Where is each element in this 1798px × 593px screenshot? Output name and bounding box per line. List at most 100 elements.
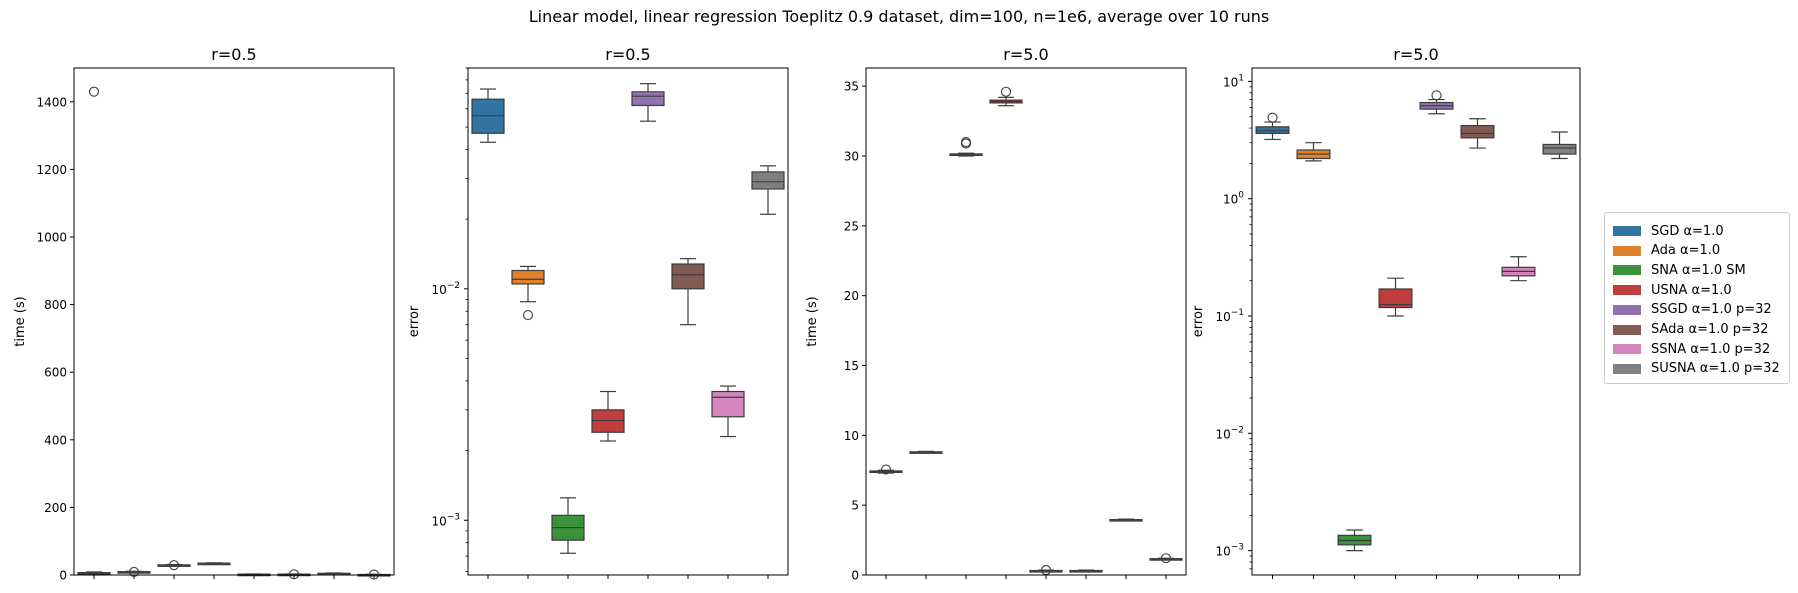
y-tick-label: 400 — [44, 433, 67, 447]
outlier-point — [128, 566, 140, 578]
box-8 — [1542, 131, 1577, 579]
outlier-point — [168, 560, 180, 571]
y-tick-label: 30 — [844, 149, 859, 163]
box-2 — [909, 450, 943, 579]
axes-frame — [865, 67, 1187, 576]
box-7 — [1109, 518, 1143, 579]
y-tick-label: 200 — [44, 501, 67, 515]
legend-item: SAda α=1.0 p=32 — [1613, 321, 1768, 339]
legend-item: SGD α=1.0 — [1613, 222, 1724, 240]
y-tick-label: 10 — [844, 429, 859, 443]
outlier-point — [522, 310, 534, 321]
subplot-1: r=0.5 time (s) 0 200 400 600 800 1000 1200 1400 — [13, 45, 395, 583]
box-1 — [77, 86, 111, 579]
legend-item: Ada α=1.0 — [1613, 242, 1720, 260]
y-tick-label: 1200 — [36, 163, 67, 177]
y-tick-label: 600 — [44, 366, 67, 380]
subplot-title: r=5.0 — [1003, 45, 1048, 64]
legend-swatch — [1613, 363, 1641, 374]
legend-swatch — [1613, 304, 1641, 315]
legend-label: Ada α=1.0 — [1651, 243, 1721, 259]
subplot-4: r=5.0 error 10−3 10−2 10−1 100 101 — [1191, 45, 1581, 579]
subplot-title: r=0.5 — [211, 45, 256, 64]
box-5 — [1419, 90, 1454, 579]
outlier-point — [880, 464, 892, 475]
box-1 — [1255, 112, 1290, 579]
box-5 — [1029, 565, 1063, 579]
legend-swatch — [1613, 285, 1641, 296]
legend-label: SUSNA α=1.0 p=32 — [1651, 361, 1780, 377]
box-1 — [869, 464, 903, 579]
y-tick-label: 10−2 — [1215, 425, 1244, 441]
box-4 — [591, 390, 625, 579]
box-7 — [1501, 256, 1536, 579]
legend-label: USNA α=1.0 — [1651, 282, 1732, 298]
box-body — [711, 390, 745, 418]
box-3 — [157, 560, 191, 579]
subplot-2: r=0.5 error 10−3 10−2 — [407, 45, 789, 579]
legend-item: SSNA α=1.0 p=32 — [1613, 340, 1770, 358]
box-body — [751, 171, 785, 190]
y-tick-label: 0 — [851, 569, 859, 583]
box-2 — [511, 265, 545, 579]
outlier-point — [88, 86, 100, 97]
outlier-point — [1160, 553, 1172, 564]
legend-item: SSGD α=1.0 p=32 — [1613, 301, 1772, 319]
y-tick-label: 10−2 — [431, 281, 460, 297]
box-body — [1460, 124, 1495, 139]
box-8 — [751, 165, 785, 579]
y-tick-label: 20 — [844, 289, 859, 303]
box-body — [671, 263, 705, 290]
box-7 — [711, 385, 745, 579]
y-tick-label: 25 — [844, 219, 859, 233]
legend-swatch — [1613, 245, 1641, 256]
y-tick-label: 10−3 — [431, 512, 460, 528]
y-tick-label: 1000 — [36, 231, 67, 245]
outlier-point — [1000, 86, 1012, 97]
y-axis-label: error — [1191, 305, 1206, 337]
legend-label: SSNA α=1.0 p=32 — [1651, 341, 1771, 357]
figure-title: Linear model, linear regression Toeplitz… — [528, 7, 1270, 26]
y-tick-label: 0 — [59, 569, 67, 583]
box-3 — [1337, 529, 1372, 579]
legend-swatch — [1613, 265, 1641, 276]
outlier-point — [1267, 112, 1278, 123]
box-body — [1542, 143, 1577, 155]
axes-frame — [1251, 67, 1581, 576]
box-3 — [949, 136, 983, 579]
axes-frame — [467, 67, 789, 576]
box-4 — [1378, 277, 1413, 579]
y-tick-label: 10−1 — [1215, 308, 1244, 324]
y-tick-label: 101 — [1223, 73, 1244, 89]
y-axis-label: error — [407, 305, 422, 337]
y-tick-label: 800 — [44, 298, 67, 312]
box-body — [631, 91, 665, 107]
box-7 — [317, 572, 351, 579]
legend: SGD α=1.0 Ada α=1.0 SNA α=1.0 SM USNA α=1.0… — [1604, 212, 1790, 384]
box-8 — [1149, 553, 1183, 579]
legend-item: SNA α=1.0 SM — [1613, 261, 1746, 279]
box-4 — [197, 562, 231, 579]
box-4 — [989, 86, 1023, 579]
y-tick-label: 5 — [851, 499, 859, 513]
box-6 — [1460, 118, 1495, 579]
box-5 — [631, 83, 665, 579]
box-1 — [471, 88, 505, 579]
box-body — [1378, 288, 1413, 309]
subplot-3: r=5.0 time (s) 0 5 10 15 20 25 30 35 — [805, 45, 1187, 583]
box-body — [591, 409, 625, 433]
box-6 — [277, 569, 311, 580]
outlier-point — [288, 569, 300, 580]
subplot-title: r=5.0 — [1393, 45, 1438, 64]
outlier-point — [1431, 90, 1442, 101]
y-tick-label: 35 — [844, 80, 859, 94]
y-tick-label: 1400 — [36, 95, 67, 109]
y-tick-label: 15 — [844, 359, 859, 373]
legend-swatch — [1613, 324, 1641, 335]
legend-item: SUSNA α=1.0 p=32 — [1613, 360, 1780, 378]
box-2 — [1296, 142, 1331, 579]
y-axis-label: time (s) — [805, 296, 820, 346]
axes-frame — [73, 67, 395, 576]
